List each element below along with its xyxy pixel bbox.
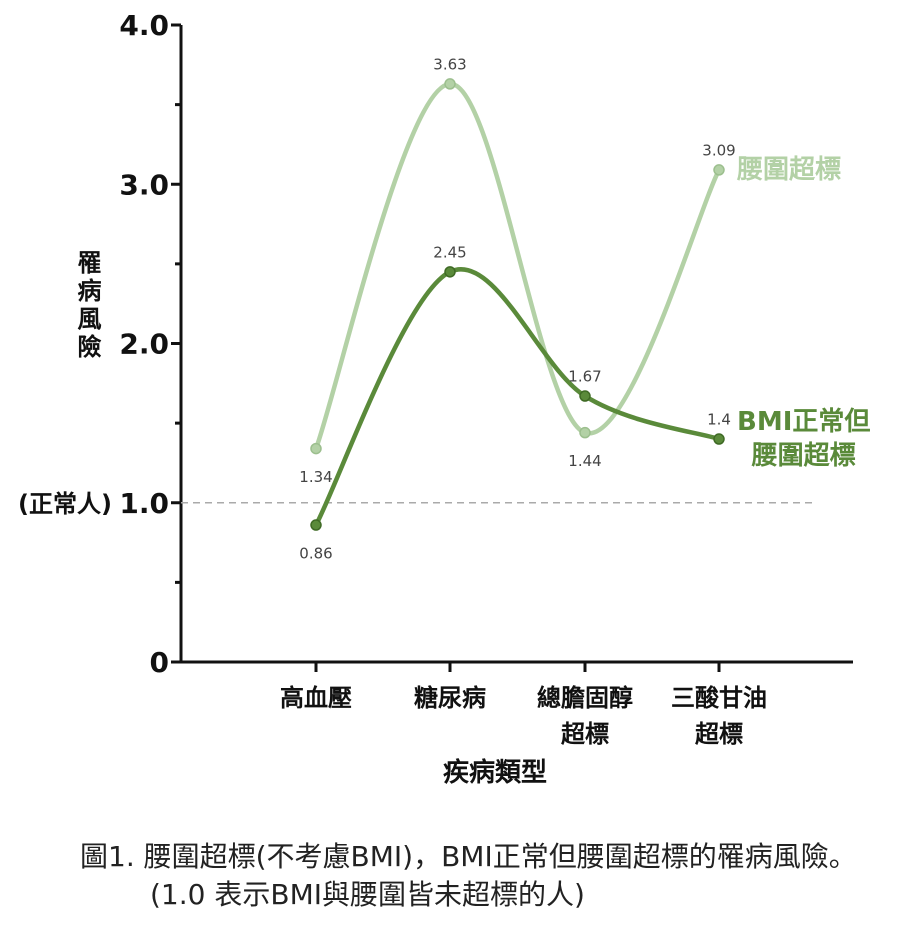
x-tick-label: 三酸甘油 超標 — [671, 684, 767, 748]
y-tick-label: 0 — [150, 646, 169, 679]
y-tick-label: 3.0 — [119, 168, 169, 201]
value-label: 1.4 — [707, 411, 731, 429]
legend-label: 腰圍超標 — [737, 154, 842, 185]
value-label: 1.34 — [299, 468, 332, 486]
y-axis-title: 罹病風險 — [73, 250, 101, 362]
data-point — [444, 266, 456, 278]
y-tick-label: 4.0 — [119, 9, 169, 42]
data-point — [713, 164, 725, 176]
x-tick-label: 糖尿病 — [414, 684, 486, 712]
x-tick-label: 總膽固醇 超標 — [537, 684, 633, 748]
data-point — [579, 390, 591, 402]
data-point — [310, 442, 322, 455]
x-axis-title: 疾病類型 — [442, 758, 547, 788]
caption: 圖1. 腰圍超標(不考慮BMI)，BMI正常但腰圍超標的罹病風險。(1.0 表示… — [80, 840, 857, 911]
value-label: 1.67 — [568, 368, 601, 386]
value-label: 3.09 — [702, 141, 735, 159]
data-point — [444, 78, 456, 90]
value-label: 1.44 — [568, 452, 601, 470]
x-tick-label: 高血壓 — [280, 684, 352, 712]
y-tick-label: 2.0 — [119, 328, 169, 361]
data-point — [579, 426, 591, 439]
value-label: 3.63 — [433, 55, 466, 73]
y-tick-label: 1.0 — [119, 487, 169, 520]
series-line — [313, 81, 722, 450]
data-point — [713, 433, 725, 445]
data-point — [310, 519, 322, 531]
legend-label: BMI正常但 腰圍超標 — [737, 407, 871, 472]
value-label: 0.86 — [299, 545, 332, 563]
reference-label: (正常人) — [18, 490, 112, 518]
series-line — [314, 267, 720, 527]
value-label: 2.45 — [433, 243, 466, 261]
